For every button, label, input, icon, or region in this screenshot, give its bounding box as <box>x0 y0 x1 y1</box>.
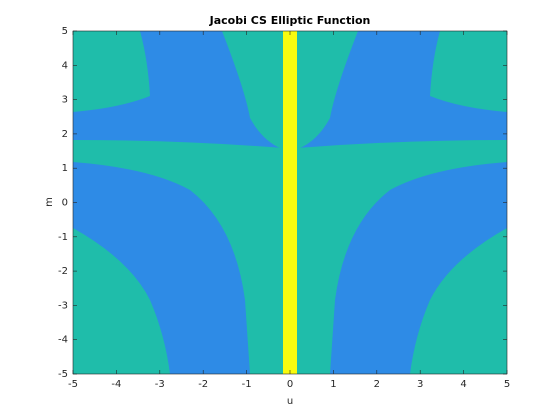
x-tick-label: -3 <box>155 379 165 390</box>
x-tick-label: -5 <box>68 379 78 390</box>
region <box>283 31 297 374</box>
x-tick-label: 0 <box>287 379 293 390</box>
y-axis-label: m <box>44 197 55 207</box>
x-tick-label: 4 <box>460 379 466 390</box>
contour-fill <box>73 31 507 374</box>
y-tick-label: 3 <box>62 95 68 106</box>
y-tick-label: 4 <box>62 60 68 71</box>
x-tick-label: 5 <box>504 379 510 390</box>
y-tick-label: -4 <box>58 335 68 346</box>
region <box>430 31 507 112</box>
x-axis-label: u <box>287 396 293 407</box>
y-tick-label: -5 <box>58 369 68 380</box>
chart-title: Jacobi CS Elliptic Function <box>209 14 371 27</box>
y-tick-label: 1 <box>62 163 68 174</box>
y-tick-label: 0 <box>62 198 68 209</box>
y-tick-label: 2 <box>62 129 68 140</box>
region <box>297 31 358 148</box>
regions-right <box>297 31 507 374</box>
region <box>297 140 507 374</box>
region <box>410 228 507 374</box>
y-tick-label: -3 <box>58 300 68 311</box>
x-tick-label: 1 <box>330 379 336 390</box>
x-tick-label: 2 <box>374 379 380 390</box>
y-tick-label: -1 <box>58 232 68 243</box>
x-tick-label: 3 <box>417 379 423 390</box>
x-tick-label: -4 <box>111 379 121 390</box>
y-tick-label: 5 <box>62 26 68 37</box>
x-tick-label: -1 <box>242 379 252 390</box>
y-tick-label: -2 <box>58 266 68 277</box>
x-tick-label: -2 <box>198 379 208 390</box>
